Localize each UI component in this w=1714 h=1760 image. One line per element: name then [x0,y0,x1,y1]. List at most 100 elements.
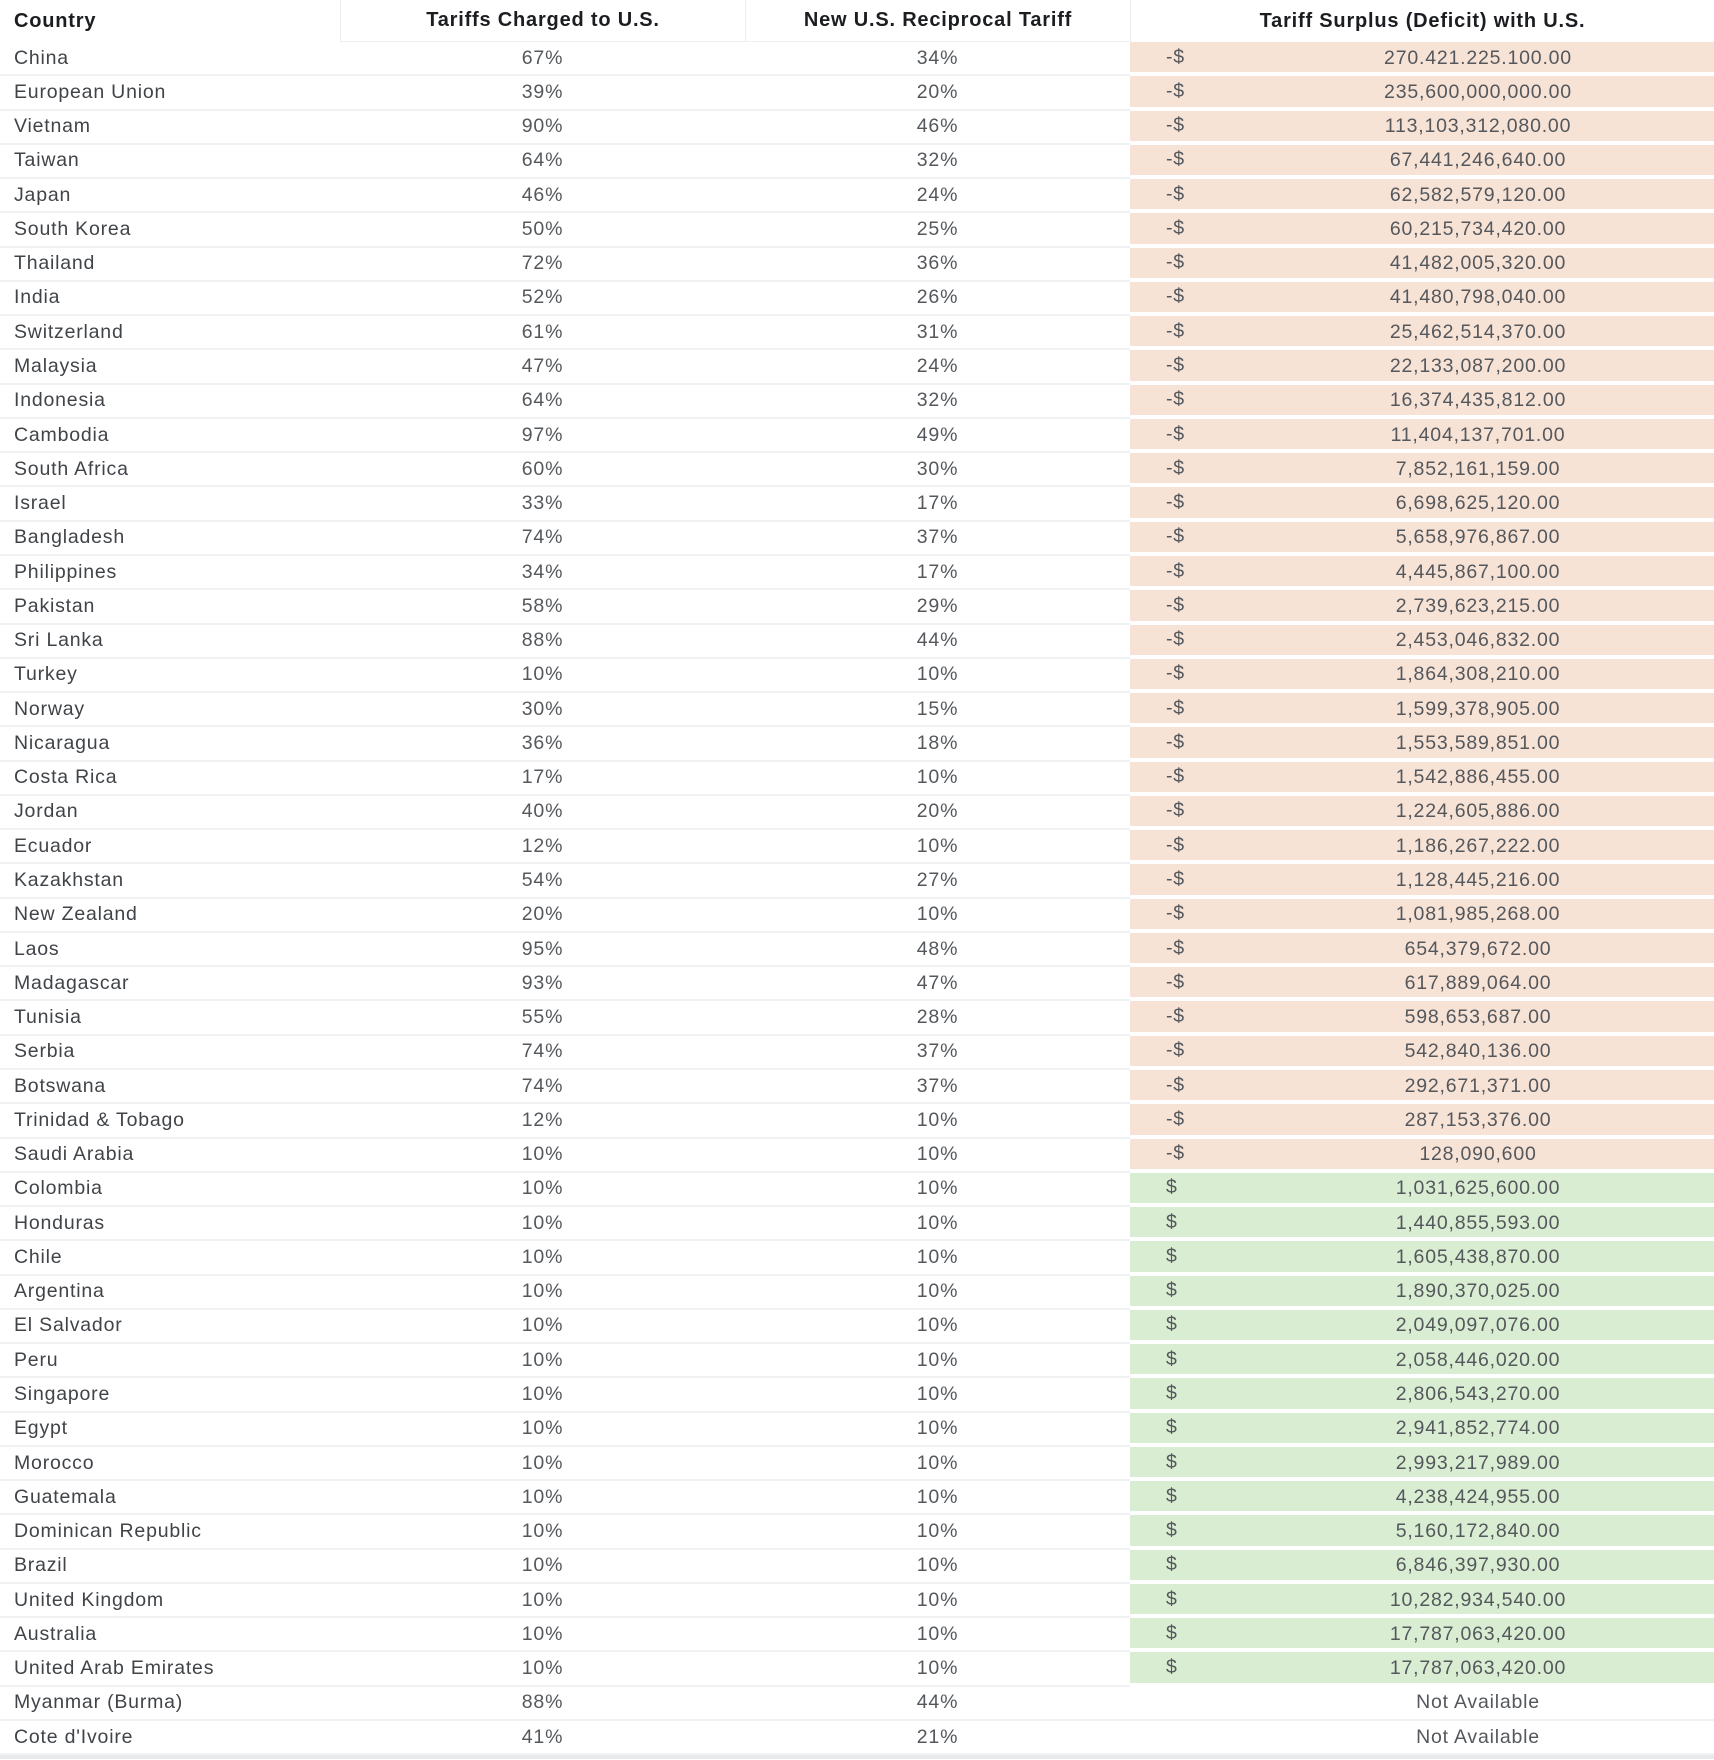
balance-cell: $ 10,282,934,540.00 [1130,1583,1714,1619]
table-row-26: Laos 95% 48% -$ 654,379,672.00 [0,932,1714,968]
table-row-10: Indonesia 64% 32% -$ 16,374,435,812.00 [0,384,1714,419]
column-header-tariff-surplus: Tariff Surplus (Deficit) with U.S. [1130,0,1714,42]
balance-amount: Not Available [1416,1725,1540,1748]
currency-sign: -$ [1166,593,1185,616]
currency-sign: -$ [1166,456,1185,479]
reciprocal-tariff-cell: 34% [745,42,1130,77]
reciprocal-tariff-cell: 17% [745,556,1130,591]
country-cell: Nicaragua [0,727,340,762]
reciprocal-tariff-cell: 20% [745,796,1130,831]
balance-amount: 287,153,376.00 [1404,1108,1552,1131]
currency-sign: $ [1166,1279,1178,1302]
country-cell: Dominican Republic [0,1515,340,1550]
tariffs-charged-cell: 54% [340,864,745,899]
currency-sign: $ [1166,1553,1178,1576]
country-cell: United Arab Emirates [0,1652,340,1687]
currency-sign: -$ [1166,559,1185,582]
balance-cell: -$ 67,441,246,640.00 [1130,144,1714,180]
balance-cell: -$ 7,852,161,159.00 [1130,453,1714,488]
balance-amount: 4,238,424,955.00 [1395,1485,1561,1508]
tariffs-charged-cell: 60% [340,453,745,488]
country-cell: New Zealand [0,899,340,933]
currency-sign: $ [1166,1416,1178,1439]
balance-cell: -$ 60,215,734,420.00 [1130,213,1714,248]
currency-sign: -$ [1166,525,1185,548]
tariffs-charged-cell: 10% [340,1618,745,1653]
country-cell: Brazil [0,1550,340,1584]
balance-amount: 1,128,445,216.00 [1395,869,1561,891]
currency-sign: -$ [1166,148,1185,171]
country-cell: Malaysia [0,350,340,385]
tariffs-charged-cell: 10% [340,1378,745,1413]
balance-amount: 6,846,397,930.00 [1395,1554,1561,1577]
country-cell: Tunisia [0,1001,340,1036]
country-cell: Madagascar [0,967,340,1002]
balance-cell: -$ 11,404,137,701.00 [1130,418,1714,454]
table-row-11: Cambodia 97% 49% -$ 11,404,137,701.00 [0,418,1714,454]
balance-amount: 6,698,625,120.00 [1395,492,1561,515]
tariffs-charged-cell: 88% [340,625,745,659]
balance-cell: -$ 1,864,308,210.00 [1130,658,1714,694]
reciprocal-tariff-cell: 27% [745,864,1130,899]
table-row-27: Madagascar 93% 47% -$ 617,889,064.00 [0,967,1714,1002]
table-row-49: Cote d'Ivoire 41% 21% Not Available [0,1721,1714,1756]
currency-sign: -$ [1166,182,1185,205]
column-header-tariffs-charged: Tariffs Charged to U.S. [340,0,745,42]
tariffs-charged-cell: 40% [340,796,745,831]
country-cell: South Africa [0,453,340,488]
currency-sign: -$ [1166,251,1185,274]
balance-cell: $ 2,058,446,020.00 [1130,1344,1714,1379]
tariffs-charged-cell: 10% [340,1344,745,1379]
table-row-39: Singapore 10% 10% $ 2,806,543,270.00 [0,1378,1714,1413]
table-row-28: Tunisia 55% 28% -$ 598,653,687.00 [0,1001,1714,1036]
reciprocal-tariff-cell: 30% [745,453,1130,488]
currency-sign: -$ [1166,936,1185,959]
country-cell: Trinidad & Tobago [0,1104,340,1139]
table-row-14: Bangladesh 74% 37% -$ 5,658,976,867.00 [0,521,1714,556]
reciprocal-tariff-cell: 18% [745,727,1130,762]
balance-cell: $ 17,787,063,420.00 [1130,1652,1714,1687]
tariffs-charged-cell: 72% [340,248,745,282]
balance-cell: -$ 2,739,623,215.00 [1130,590,1714,625]
table-row-45: United Kingdom 10% 10% $ 10,282,934,540.… [0,1583,1714,1619]
reciprocal-tariff-cell: 10% [745,1618,1130,1653]
tariffs-charged-cell: 46% [340,179,745,214]
tariffs-charged-cell: 55% [340,1001,745,1036]
table-row-8: Switzerland 61% 31% -$ 25,462,514,370.00 [0,316,1714,351]
balance-cell: -$ 598,653,687.00 [1130,1001,1714,1036]
reciprocal-tariff-cell: 24% [745,179,1130,214]
balance-amount: 62,582,579,120.00 [1389,183,1567,206]
table-row-2: Vietnam 90% 46% -$ 113,103,312,080.00 [0,110,1714,145]
balance-amount: 10,282,934,540.00 [1389,1588,1567,1611]
country-cell: Colombia [0,1173,340,1208]
balance-cell: $ 2,993,217,989.00 [1130,1446,1714,1482]
balance-cell: -$ 1,542,886,455.00 [1130,761,1714,796]
country-cell: Ecuador [0,830,340,865]
table-row-22: Jordan 40% 20% -$ 1,224,605,886.00 [0,795,1714,831]
balance-amount: 2,453,046,832.00 [1395,629,1561,652]
balance-amount: 1,224,605,886.00 [1395,800,1561,823]
tariffs-charged-cell: 17% [340,762,745,796]
reciprocal-tariff-cell: 10% [745,1173,1130,1208]
tariffs-charged-cell: 67% [340,42,745,77]
balance-amount: 270.421.225.100.00 [1384,46,1572,69]
table-row-31: Trinidad & Tobago 12% 10% -$ 287,153,376… [0,1104,1714,1139]
balance-cell: -$ 6,698,625,120.00 [1130,487,1714,522]
currency-sign: -$ [1166,422,1185,445]
reciprocal-tariff-cell: 17% [745,487,1130,522]
currency-sign: $ [1166,1176,1178,1199]
reciprocal-tariff-cell: 10% [745,1481,1130,1516]
balance-amount: 1,542,886,455.00 [1395,766,1561,789]
tariffs-charged-cell: 10% [340,659,745,694]
balance-cell: -$ 1,599,378,905.00 [1130,693,1714,728]
balance-amount: 41,480,798,040.00 [1389,286,1567,309]
currency-sign: -$ [1166,216,1185,239]
currency-sign: $ [1166,1450,1178,1473]
balance-cell: -$ 41,480,798,040.00 [1130,281,1714,317]
tariffs-charged-cell: 10% [340,1550,745,1584]
country-cell: Botswana [0,1070,340,1105]
reciprocal-tariff-cell: 37% [745,522,1130,556]
balance-amount: 1,553,589,851.00 [1395,731,1561,754]
reciprocal-tariff-cell: 21% [745,1721,1130,1756]
country-cell: Argentina [0,1276,340,1310]
